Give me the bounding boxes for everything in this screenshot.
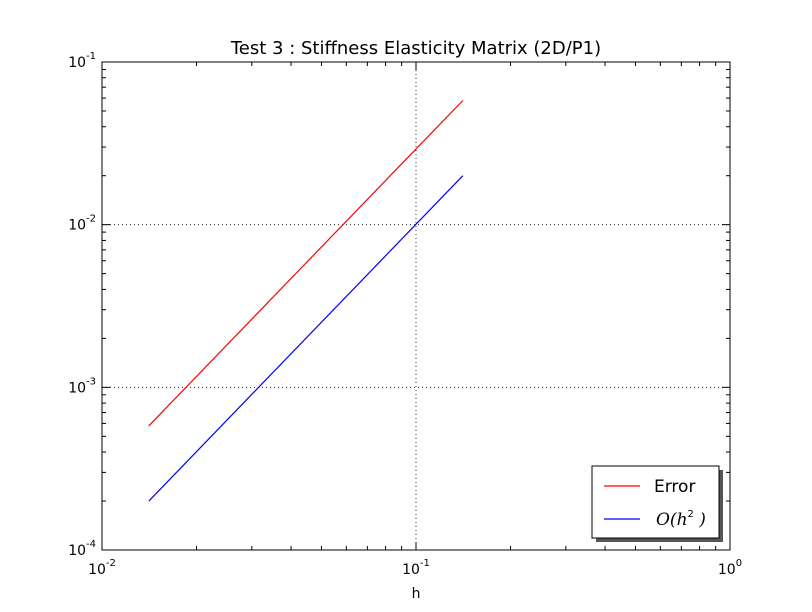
- y-tick-exp: -1: [86, 51, 96, 62]
- y-tick-exp: -3: [86, 376, 96, 387]
- y-tick-label: 10-3: [68, 376, 96, 396]
- y-tick-exp: -2: [86, 214, 96, 225]
- x-tick-base: 10: [88, 562, 106, 578]
- y-tick-base: 10: [68, 55, 86, 71]
- legend-order-var: h: [677, 510, 688, 530]
- chart-title: Test 3 : Stiffness Elasticity Matrix (2D…: [230, 38, 601, 59]
- x-tick-label: 10-1: [402, 558, 430, 578]
- y-tick-base: 10: [68, 218, 86, 234]
- x-tick-exp: -1: [420, 558, 430, 569]
- legend-order-prefix: O(: [656, 510, 677, 530]
- y-tick-label: 10-1: [68, 51, 96, 71]
- x-tick-label: 10-2: [88, 558, 116, 578]
- y-tick-exp: -4: [86, 539, 96, 550]
- legend-label-order: O(h2 ): [656, 509, 706, 530]
- legend: Error O(h2 ): [591, 465, 723, 542]
- x-tick-base: 10: [718, 562, 736, 578]
- x-tick-base: 10: [402, 562, 420, 578]
- y-tick-base: 10: [68, 543, 86, 559]
- series-line-1: [148, 175, 464, 502]
- y-tick-label: 10-2: [68, 214, 96, 234]
- series-line-0: [148, 100, 464, 427]
- y-tick-label: 10-4: [68, 539, 96, 559]
- legend-order-exp: 2: [688, 509, 694, 520]
- x-axis-label: h: [412, 586, 421, 602]
- grid-lines: [102, 62, 730, 550]
- legend-label-error: Error: [654, 477, 695, 497]
- legend-box: [591, 465, 720, 539]
- x-tick-exp: -2: [106, 558, 116, 569]
- y-tick-base: 10: [68, 380, 86, 396]
- legend-order-suffix: ): [694, 510, 706, 530]
- x-tick-exp: 0: [736, 558, 742, 569]
- series-group: [148, 100, 464, 502]
- x-tick-label: 100: [718, 558, 742, 578]
